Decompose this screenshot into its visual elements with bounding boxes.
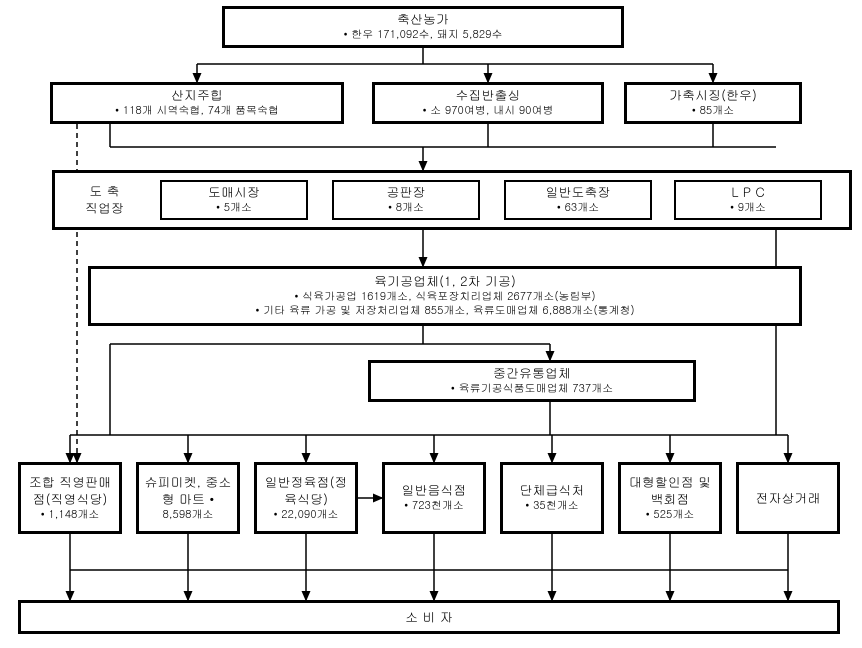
- node-auction-sub: • 8개소: [388, 201, 424, 215]
- node-retail3-sub: • 723천개소: [404, 499, 464, 513]
- node-retail2-sub: • 22,090개소: [273, 508, 338, 522]
- node-general: 일반도축장• 63개소: [504, 180, 652, 220]
- node-general-title: 일반도축장: [546, 184, 611, 201]
- node-retail0-sub: • 1,148개소: [41, 508, 100, 522]
- node-retail4-sub: • 35천개소: [525, 499, 578, 513]
- node-auction: 공판장• 8개소: [332, 180, 480, 220]
- node-sanji: 산지주힙• 118개 시역숙협, 74개 품목숙협: [50, 82, 344, 124]
- node-market-sub: • 85개소: [692, 104, 734, 118]
- node-middle-title: 중간유통업체: [493, 365, 571, 382]
- node-retail2-title: 일반정육점(정육식당): [261, 474, 351, 508]
- node-retail0-title: 조합 직영판매점(직영식당): [25, 474, 115, 508]
- node-market-title: 가축시징(한우): [669, 87, 757, 104]
- node-retail5: 대형할인점 및 백회점• 525개소: [618, 462, 722, 534]
- node-consumer-title: 소 비 자: [405, 609, 453, 626]
- node-retail2: 일반정육점(정육식당)• 22,090개소: [254, 462, 358, 534]
- node-market: 가축시징(한우)• 85개소: [624, 82, 802, 124]
- node-farm-title: 축산농가: [397, 11, 449, 28]
- node-sanji-sub: • 118개 시역숙협, 74개 품목숙협: [115, 104, 279, 118]
- node-retail6-title: 전자상거래: [756, 490, 821, 507]
- node-middle-sub: • 육류기공식품도매업체 737개소: [451, 382, 613, 396]
- node-retail0: 조합 직영판매점(직영식당)• 1,148개소: [18, 462, 122, 534]
- node-middle: 중간유통업체• 육류기공식품도매업체 737개소: [368, 360, 696, 402]
- node-lpc-title: L P C: [731, 184, 764, 201]
- node-retail1-sub: 8,598개소: [163, 508, 214, 522]
- node-collect: 수집반출싱• 소 970여병, 내시 90여병: [372, 82, 604, 124]
- node-collect-sub: • 소 970여병, 내시 90여병: [422, 104, 553, 118]
- node-farm: 축산농가• 한우 171,092수, 돼지 5,829수: [222, 6, 624, 48]
- node-retail5-title: 대형할인점 및 백회점: [625, 474, 715, 508]
- node-slaughterLbl: 도 축 직업장: [62, 177, 147, 223]
- node-wholesale-title: 도매시장: [208, 184, 260, 201]
- node-consumer: 소 비 자: [18, 600, 840, 634]
- node-retail5-sub: • 525개소: [646, 508, 695, 522]
- node-processor-title: 육기공업체(1, 2차 기공): [374, 273, 516, 290]
- node-processor-sub: • 식육가공업 1619개소, 식육포장치리업체 2677개소(농림부) • 기…: [255, 290, 634, 319]
- node-general-sub: • 63개소: [557, 201, 599, 215]
- node-retail4-title: 단체급식처: [520, 482, 585, 499]
- node-auction-title: 공판장: [387, 184, 426, 201]
- node-lpc: L P C• 9개소: [674, 180, 822, 220]
- node-wholesale: 도매시장• 5개소: [160, 180, 308, 220]
- node-slaughterLbl-title: 도 축 직업장: [85, 183, 124, 217]
- node-retail3-title: 일반음식점: [402, 482, 467, 499]
- node-lpc-sub: • 9개소: [730, 201, 766, 215]
- node-processor: 육기공업체(1, 2차 기공)• 식육가공업 1619개소, 식육포장치리업체 …: [88, 266, 802, 326]
- node-retail1: 슈피미켓, 중소형 마트 •8,598개소: [136, 462, 240, 534]
- node-retail4: 단체급식처• 35천개소: [500, 462, 604, 534]
- node-retail1-title: 슈피미켓, 중소형 마트 •: [143, 474, 233, 508]
- node-farm-sub: • 한우 171,092수, 돼지 5,829수: [344, 28, 503, 42]
- node-wholesale-sub: • 5개소: [216, 201, 252, 215]
- node-collect-title: 수집반출싱: [456, 87, 521, 104]
- node-sanji-title: 산지주힙: [171, 87, 223, 104]
- node-retail3: 일반음식점• 723천개소: [382, 462, 486, 534]
- node-retail6: 전자상거래: [736, 462, 840, 534]
